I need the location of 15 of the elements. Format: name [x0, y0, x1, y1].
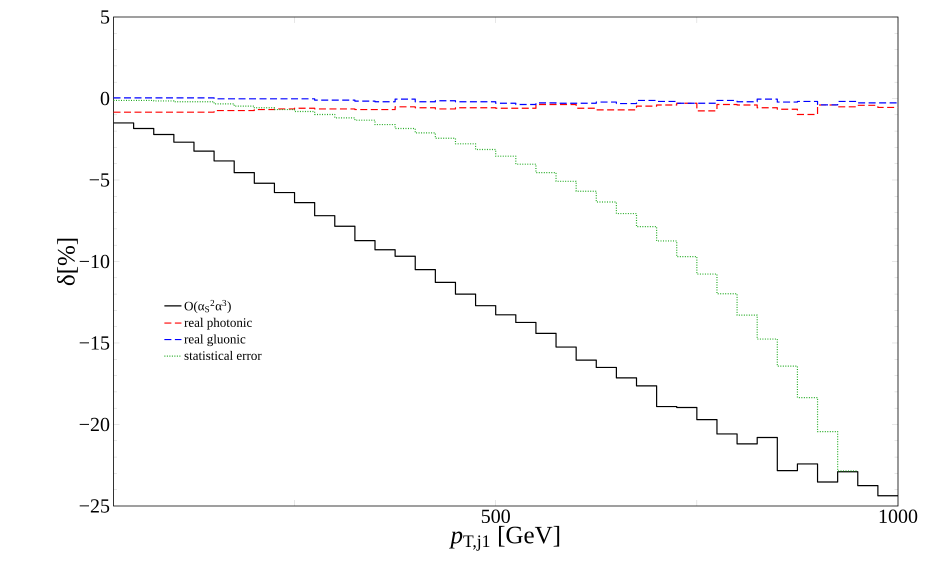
y-tick-label: 0 [100, 92, 110, 106]
y-tick-label: −15 [80, 336, 110, 350]
y-tick-label: −20 [80, 418, 110, 432]
x-axis-title: p$_{T,j1}$ [GeV] [449, 526, 560, 551]
y-tick-label: 5 [101, 10, 110, 24]
y-tick-label: −5 [90, 173, 110, 187]
legend-label: real photonic [184, 318, 252, 330]
y-axis-title: δ[%] [57, 238, 78, 286]
y-tick-label: −10 [80, 254, 110, 268]
x-tick-label: 500 [482, 510, 510, 524]
legend-label: statistical error [184, 350, 262, 360]
y-tick-label: −25 [80, 499, 110, 513]
legend-label: O(α$_{S}$$^{2}$α$^{3}$) [184, 300, 231, 314]
x-tick-label: 1000 [880, 510, 918, 524]
legend-label: real gluonic [184, 334, 246, 346]
